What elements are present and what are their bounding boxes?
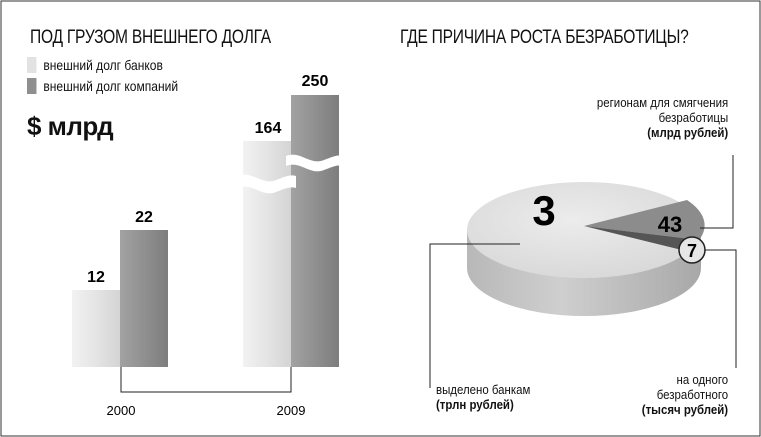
label-2009-companies: 250 bbox=[302, 73, 329, 90]
annotation-banks-line1: выделено банкам bbox=[436, 382, 531, 397]
legend-swatch-banks bbox=[27, 57, 37, 73]
label-2000-banks: 12 bbox=[87, 269, 105, 286]
y-axis-unit: $ млрд bbox=[27, 111, 114, 141]
pie-chart-title: ГДЕ ПРИЧИНА РОСТА БЕЗРАБОТИЦЫ? bbox=[400, 27, 689, 48]
legend-label-companies: внешний долг компаний bbox=[43, 78, 179, 94]
annotation-regions-line1: регионам для смягчения bbox=[596, 95, 728, 110]
axis-break-banks bbox=[238, 174, 296, 194]
pie-value-regions: 43 bbox=[658, 212, 682, 237]
pie-value-banks: 3 bbox=[532, 187, 555, 234]
label-2009-banks: 164 bbox=[255, 120, 282, 137]
pie-value-unemployed: 7 bbox=[687, 241, 697, 261]
label-2000-companies: 22 bbox=[135, 209, 153, 226]
annotation-regions-unit: (млрд рублей) bbox=[647, 125, 728, 140]
bar-2000-banks bbox=[72, 290, 120, 367]
annotation-regions-line2: безработицы bbox=[658, 110, 728, 125]
legend-label-banks: внешний долг банков bbox=[43, 57, 163, 73]
annotation-unemployed: на одного безработного (тысяч рублей) bbox=[642, 372, 728, 417]
leader-regions bbox=[700, 155, 734, 229]
year-bracket bbox=[120, 367, 292, 393]
legend-swatch-companies bbox=[27, 78, 37, 94]
x-tick-2000: 2000 bbox=[107, 403, 136, 418]
annotation-unemployed-unit: (тысяч рублей) bbox=[641, 402, 728, 417]
leader-banks bbox=[429, 243, 520, 388]
pie-slice-unemployed bbox=[584, 226, 699, 252]
annotation-banks: выделено банкам (трлн рублей) bbox=[436, 382, 530, 412]
legend-entry-companies: внешний долг компаний bbox=[27, 78, 178, 94]
axis-break-companies bbox=[286, 154, 344, 172]
bar-chart-title: ПОД ГРУЗОМ ВНЕШНЕГО ДОЛГА bbox=[30, 27, 271, 48]
bar-2000-companies bbox=[120, 230, 168, 367]
x-tick-2009: 2009 bbox=[277, 403, 306, 418]
annotation-unemployed-line1: на одного bbox=[676, 372, 728, 387]
legend-entry-banks: внешний долг банков bbox=[27, 57, 163, 73]
annotation-unemployed-line2: безработного bbox=[656, 387, 728, 402]
annotation-regions: регионам для смягчения безработицы (млрд… bbox=[597, 95, 728, 140]
leader-unemployed bbox=[700, 249, 737, 368]
annotation-banks-unit: (трлн рублей) bbox=[436, 397, 514, 412]
bar-2009-companies bbox=[291, 95, 339, 367]
pie-slice-regions bbox=[584, 200, 705, 240]
badge-unemployed bbox=[678, 236, 706, 264]
pie-slice-banks bbox=[467, 182, 701, 278]
